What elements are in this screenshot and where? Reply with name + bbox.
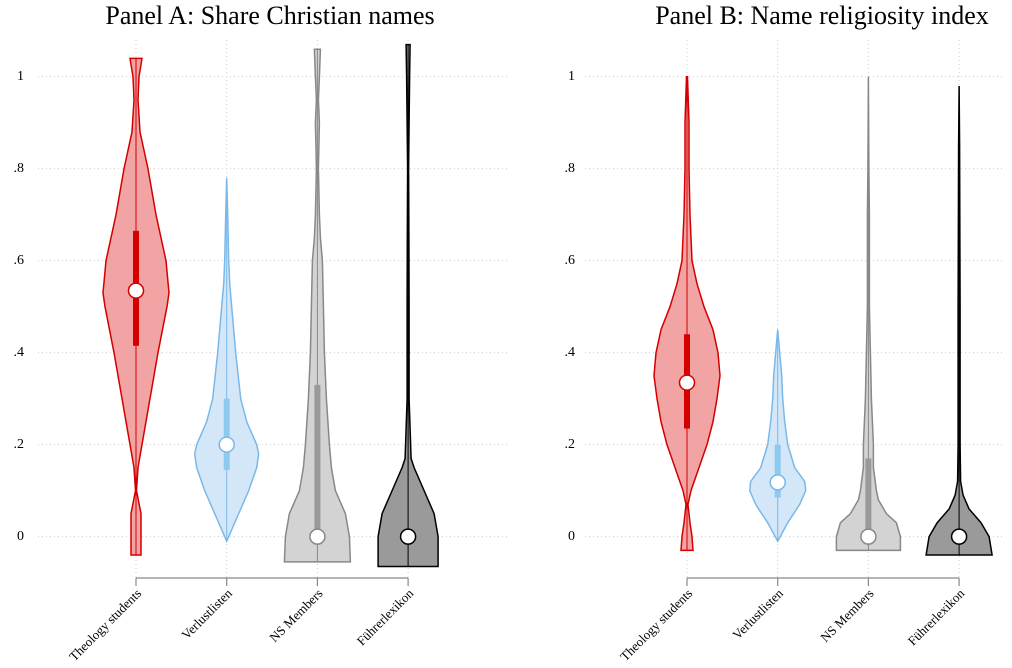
x-tick-label: Theology students (66, 586, 144, 664)
median (860, 528, 877, 545)
median (127, 282, 145, 299)
iqr-box (774, 444, 781, 498)
median (769, 474, 786, 491)
iqr-box (314, 384, 321, 537)
x-tick-label: Theology students (617, 586, 695, 664)
x-tick-label: Führerlexikon (905, 585, 968, 648)
x-tick-label: Führerlexikon (354, 585, 417, 648)
y-tick-label: .2 (565, 437, 576, 452)
y-tick-label: 1 (568, 69, 575, 84)
panel-title: Panel A: Share Christian names (105, 1, 434, 30)
y-tick-label: .6 (565, 253, 576, 268)
median (399, 528, 417, 545)
y-tick-label: .8 (14, 161, 25, 176)
y-tick-label: 1 (17, 69, 24, 84)
x-tick-label: NS Members (266, 586, 325, 645)
y-tick-label: .8 (565, 161, 576, 176)
median (218, 436, 235, 453)
x-tick-label: NS Members (817, 586, 876, 645)
y-tick-label: .4 (14, 345, 25, 360)
iqr-box (865, 458, 872, 537)
iqr-box (223, 398, 230, 470)
y-tick-label: .2 (14, 437, 25, 452)
y-tick-label: 0 (568, 529, 575, 544)
median (678, 374, 696, 391)
x-tick-label: Verlustlisten (178, 585, 235, 642)
y-tick-label: .6 (14, 253, 25, 268)
median (950, 528, 968, 545)
y-tick-label: 0 (17, 529, 24, 544)
panel-title: Panel B: Name religiosity index (655, 1, 989, 30)
x-tick-label: Verlustlisten (729, 585, 786, 642)
median (309, 528, 326, 545)
y-tick-label: .4 (565, 345, 576, 360)
